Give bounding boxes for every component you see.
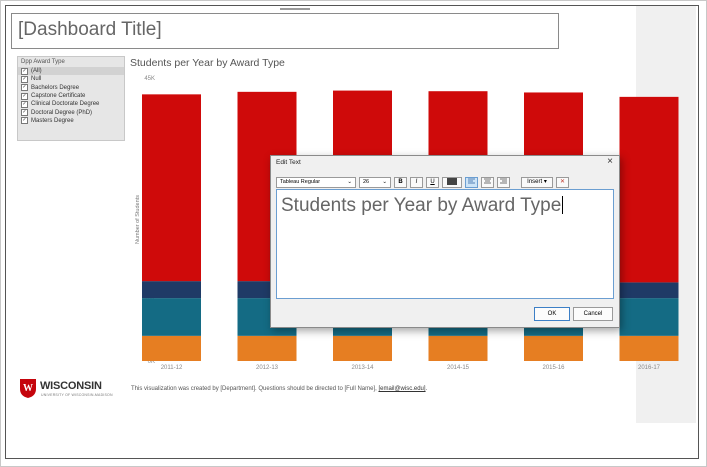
bar-segment[interactable] — [142, 298, 201, 336]
font-size-select[interactable]: 26 ⌄ — [359, 176, 391, 188]
filter-list: ✓ (All) ✓ Null ✓ Bachelors Degree ✓ Capstone Ce… — [18, 67, 124, 125]
align-right-button[interactable] — [497, 176, 510, 188]
text-toolbar: Tableau Regular ⌄ 26 ⌄ B I U Insert ▾ ✕ — [276, 176, 569, 188]
dashboard-title-box[interactable]: [Dashboard Title] — [11, 13, 559, 49]
x-tick-label: 2014-15 — [447, 365, 470, 371]
underline-button[interactable]: U — [426, 176, 439, 188]
font-color-button[interactable] — [442, 176, 462, 188]
align-center-icon — [484, 178, 491, 183]
align-left-icon — [468, 178, 475, 183]
logo-name: WISCONSIN — [40, 380, 102, 392]
bar-segment[interactable] — [333, 335, 392, 361]
x-tick-label: 2013-14 — [351, 365, 374, 371]
dashboard-title: [Dashboard Title] — [18, 19, 162, 40]
align-center-button[interactable] — [481, 176, 494, 188]
bar-segment[interactable] — [619, 298, 679, 336]
font-size-value: 26 — [363, 178, 370, 185]
filter-item-label: Null — [31, 76, 42, 83]
bar-segment[interactable] — [524, 335, 583, 361]
logo-subtitle: UNIVERSITY OF WISCONSIN-MADISON — [41, 393, 113, 397]
y-tick-label: 0K — [148, 359, 155, 365]
checkbox[interactable]: ✓ — [21, 67, 28, 75]
filter-item[interactable]: ✓ Masters Degree — [18, 117, 124, 125]
filter-item[interactable]: ✓ Clinical Doctorate Degree — [18, 100, 124, 108]
svg-text:W: W — [23, 383, 33, 394]
text-caret — [562, 196, 564, 214]
chevron-down-icon: ⌄ — [347, 178, 352, 185]
footer-text: This visualization was created by [Depar… — [131, 386, 379, 392]
footer-end: . — [425, 386, 428, 392]
text-editor[interactable]: Students per Year by Award Type — [276, 189, 614, 299]
checkbox[interactable]: ✓ — [21, 75, 28, 83]
filter-item-label: Masters Degree — [31, 117, 74, 124]
bar-segment[interactable] — [237, 335, 297, 361]
filter-item-label: Clinical Doctorate Degree — [31, 101, 100, 108]
y-tick-label: 45K — [144, 76, 155, 82]
color-swatch-icon — [447, 177, 457, 185]
edit-text-dialog: Edit Text × Tableau Regular ⌄ 26 ⌄ B I U… — [270, 155, 620, 328]
filter-item[interactable]: ✓ (All) — [18, 67, 124, 76]
filter-item-label: (All) — [31, 68, 42, 75]
filter-item[interactable]: ✓ Null — [18, 75, 124, 83]
filter-item[interactable]: ✓ Doctoral Degree (PhD) — [18, 108, 124, 117]
x-tick-label: 2016-17 — [638, 365, 661, 371]
align-left-button[interactable] — [465, 176, 478, 188]
checkbox[interactable]: ✓ — [21, 84, 28, 92]
bar-segment[interactable] — [142, 335, 201, 361]
insert-button[interactable]: Insert ▾ — [521, 176, 553, 188]
crest-icon: W — [20, 379, 36, 398]
x-tick-label: 2011-12 — [161, 365, 183, 371]
filter-item[interactable]: ✓ Capstone Certificate — [18, 92, 124, 100]
filter-item-label: Capstone Certificate — [31, 93, 86, 100]
italic-button[interactable]: I — [410, 176, 423, 188]
bar-segment[interactable] — [142, 281, 201, 299]
bar-segment[interactable] — [142, 94, 201, 282]
editor-text: Students per Year by Award Type — [281, 195, 562, 216]
checkbox[interactable]: ✓ — [21, 92, 28, 100]
filter-item-label: Doctoral Degree (PhD) — [31, 109, 93, 116]
clear-format-icon[interactable]: ✕ — [556, 176, 569, 188]
checkbox[interactable]: ✓ — [21, 100, 28, 108]
chart-title: Students per Year by Award Type — [130, 57, 285, 69]
bold-button[interactable]: B — [394, 176, 407, 188]
font-family-value: Tableau Regular — [280, 178, 321, 185]
close-icon[interactable]: × — [607, 156, 613, 167]
bar-segment[interactable] — [619, 96, 679, 283]
award-type-filter[interactable]: Dpp Award Type ✓ (All) ✓ Null ✓ Bachelors Deg… — [17, 56, 125, 141]
y-axis-label: Number of Students — [135, 195, 141, 244]
bar-segment[interactable] — [428, 335, 488, 361]
footer-email-link[interactable]: [email@wisc.edu] — [378, 386, 426, 392]
checkbox[interactable]: ✓ — [21, 117, 28, 125]
footer-note: This visualization was created by [Depar… — [131, 386, 427, 392]
bar-segment[interactable] — [619, 335, 679, 361]
dialog-title: Edit Text — [276, 159, 301, 166]
wisconsin-logo: W WISCONSIN UNIVERSITY OF WISCONSIN-MADI… — [18, 377, 128, 401]
font-family-select[interactable]: Tableau Regular ⌄ — [276, 176, 356, 188]
ok-button[interactable]: OK — [534, 307, 570, 321]
drag-handle[interactable] — [280, 8, 310, 10]
filter-title: Dpp Award Type — [21, 59, 65, 65]
cancel-button[interactable]: Cancel — [573, 307, 613, 321]
chevron-down-icon: ⌄ — [382, 178, 387, 185]
checkbox[interactable]: ✓ — [21, 109, 28, 117]
x-tick-label: 2015-16 — [542, 365, 565, 371]
x-tick-label: 2012-13 — [256, 365, 279, 371]
align-right-icon — [500, 178, 507, 183]
filter-item[interactable]: ✓ Bachelors Degree — [18, 84, 124, 92]
bar-segment[interactable] — [619, 282, 679, 299]
filter-item-label: Bachelors Degree — [31, 84, 80, 91]
